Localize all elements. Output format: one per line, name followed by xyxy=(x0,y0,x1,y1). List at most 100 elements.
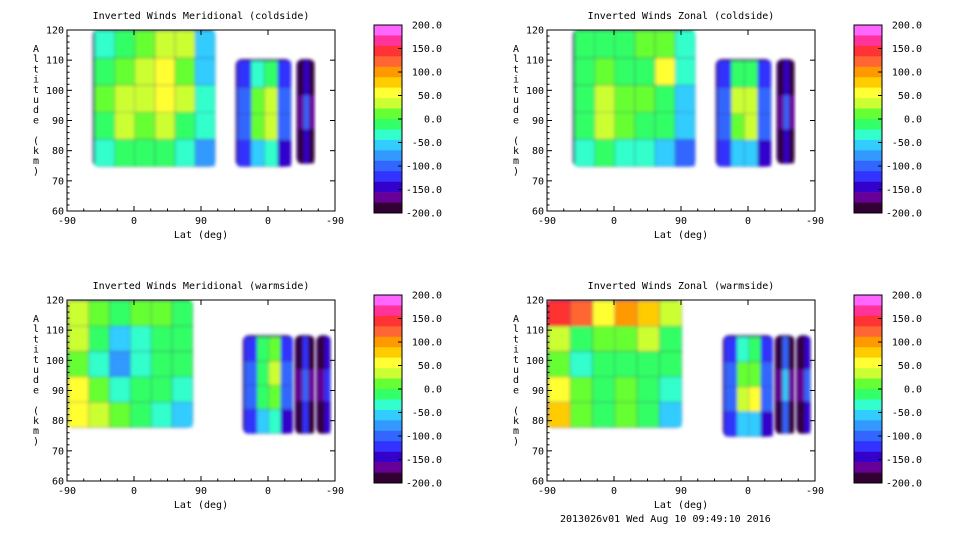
heatmap-cell xyxy=(592,326,615,352)
data-region xyxy=(296,59,315,164)
heatmap-cell xyxy=(324,369,331,402)
heatmap-cell xyxy=(717,113,731,140)
heatmap-cell xyxy=(749,386,761,412)
colorbar-swatch xyxy=(854,129,882,141)
heatmap-cell xyxy=(659,402,682,428)
heatmap-cell xyxy=(789,61,795,95)
heatmap-cell xyxy=(749,362,761,387)
heatmap-cell xyxy=(318,369,324,402)
colorbar-tick-label: -50.0 xyxy=(412,138,442,149)
heatmap-cell xyxy=(298,95,304,130)
colorbar-swatch xyxy=(854,409,882,421)
y-tick-label: 70 xyxy=(52,446,64,457)
heatmap-cell xyxy=(655,31,675,58)
chart-title: Inverted Winds Zonal (warmside) xyxy=(588,281,775,292)
colorbar-tick-label: 200.0 xyxy=(892,291,922,302)
heatmap-cell xyxy=(782,337,789,369)
heatmap-cell xyxy=(731,87,745,114)
heatmap-cell xyxy=(94,139,115,167)
colorbar-swatch xyxy=(854,45,882,57)
heatmap-cell xyxy=(303,129,309,164)
colorbar-swatch xyxy=(374,315,402,327)
heatmap-cell xyxy=(761,411,773,437)
heatmap-cell xyxy=(114,112,135,140)
heatmap-cell xyxy=(175,85,195,113)
colorbar-tick-label: 150.0 xyxy=(892,44,922,55)
heatmap-cell xyxy=(318,337,324,369)
heatmap-cell xyxy=(783,129,789,164)
colorbar-swatch xyxy=(374,66,402,78)
x-tick-label: -90 xyxy=(806,216,824,227)
heatmap-cell xyxy=(724,362,737,387)
heatmap-cell xyxy=(251,113,265,140)
heatmap-cell xyxy=(655,112,675,140)
colorbar-tick-label: 50.0 xyxy=(898,361,922,372)
colorbar-swatch xyxy=(374,139,402,151)
data-region xyxy=(796,335,811,434)
data-region xyxy=(572,30,696,167)
y-tick-label: 100 xyxy=(46,356,64,367)
colorbar-swatch xyxy=(374,202,402,214)
colorbar-swatch xyxy=(854,368,882,379)
heatmap-cell xyxy=(237,140,251,167)
heatmap-cell xyxy=(724,337,737,362)
colorbar-swatch xyxy=(374,56,402,68)
heatmap-cell xyxy=(130,301,151,326)
colorbar-swatch xyxy=(374,295,402,306)
colorbar-swatch xyxy=(854,399,882,411)
colorbar-swatch xyxy=(854,108,882,120)
y-tick-label: 90 xyxy=(532,116,544,127)
heatmap-cell xyxy=(675,139,695,167)
heatmap-cell xyxy=(757,113,771,140)
heatmap-cell xyxy=(736,386,749,412)
colorbar-swatch xyxy=(854,326,882,338)
colorbar-tick-label: 0.0 xyxy=(904,385,922,396)
heatmap-cell xyxy=(788,401,795,434)
colorbar-swatch xyxy=(374,420,402,432)
colorbar-tick-label: 0.0 xyxy=(424,385,442,396)
colorbar-swatch xyxy=(854,77,882,88)
heatmap-cell xyxy=(637,351,660,377)
panel-zonal-coldside: Inverted Winds Zonal (coldside) -90 0 90 0 -9… xyxy=(480,0,960,274)
heatmap-cell xyxy=(757,87,771,114)
colorbar-swatch xyxy=(854,315,882,327)
heatmap-cell xyxy=(778,129,784,164)
data-region xyxy=(316,335,331,434)
heatmap-cell xyxy=(135,139,155,167)
heatmap-cell xyxy=(302,337,309,369)
heatmap-cell xyxy=(592,377,615,402)
colorbar-swatch xyxy=(854,336,882,348)
x-tick-label: 0 xyxy=(611,216,617,227)
chart-svg: Inverted Winds Meridional (warmside) -90 0… xyxy=(33,281,442,511)
data-region xyxy=(294,335,315,434)
heatmap-cell xyxy=(302,401,309,434)
colorbar-tick-label: -100.0 xyxy=(886,432,922,443)
heatmap-cell xyxy=(175,112,195,140)
data-region xyxy=(242,335,294,434)
data-region xyxy=(722,335,774,437)
y-tick-label: 120 xyxy=(46,26,64,37)
y-tick-label: 60 xyxy=(532,207,544,218)
y-tick-label: 110 xyxy=(46,326,64,337)
heatmap-cell xyxy=(151,326,172,352)
colorbar-swatch xyxy=(374,192,402,203)
heatmap-cell xyxy=(717,87,731,114)
heatmap-cell xyxy=(244,385,257,410)
colorbar-tick-label: -50.0 xyxy=(412,408,442,419)
heatmap-cell xyxy=(130,351,151,377)
colorbar-swatch xyxy=(374,389,402,400)
heatmap-cell xyxy=(264,61,278,88)
colorbar-swatch xyxy=(374,181,402,193)
heatmap-cell xyxy=(109,351,131,377)
heatmap-cell xyxy=(324,401,331,434)
heatmap-cell xyxy=(277,61,291,88)
heatmap-cell xyxy=(264,113,278,140)
heatmap-cell xyxy=(256,409,269,434)
x-axis-label: Lat (deg) xyxy=(174,500,228,511)
x-tick-label: -90 xyxy=(538,486,556,497)
heatmap-cell xyxy=(548,377,570,402)
colorbar-swatch xyxy=(374,378,402,390)
data-region xyxy=(67,300,194,428)
heatmap-cell xyxy=(172,377,193,402)
